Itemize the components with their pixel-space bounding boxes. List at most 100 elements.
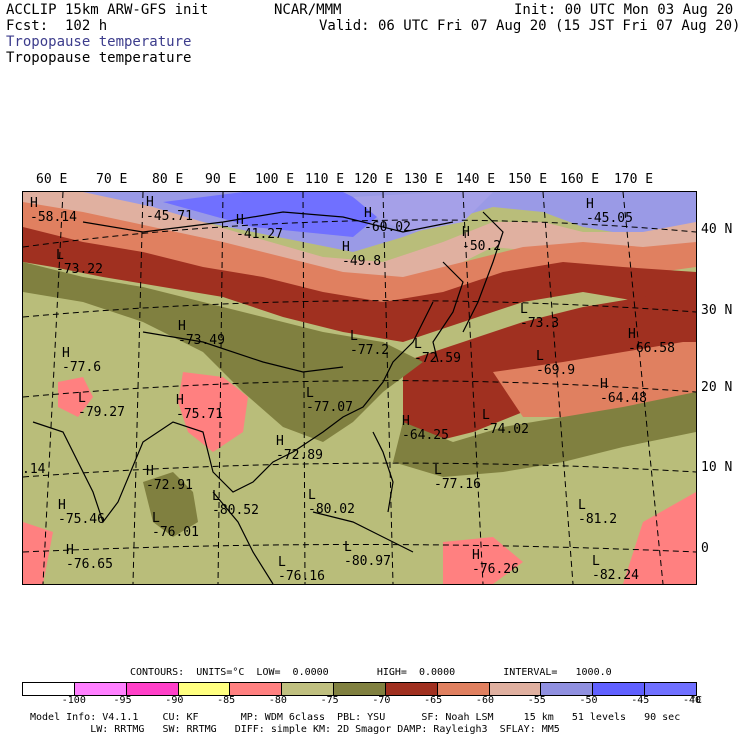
center-value: -50.2 bbox=[462, 239, 502, 254]
model-info-line2: LW: RRTMG SW: RRTMG DIFF: simple KM: 2D … bbox=[30, 724, 560, 735]
contour-info: CONTOURS: UNITS=°C LOW= 0.0000 HIGH= 0.0… bbox=[130, 667, 612, 678]
center-value: -73.49 bbox=[178, 333, 225, 348]
pressure-center: L -77.07 bbox=[306, 387, 353, 415]
field-label-shaded: Tropopause temperature bbox=[6, 34, 192, 50]
pressure-center: H -77.6 bbox=[62, 347, 101, 375]
pressure-center: L -72.59 bbox=[414, 338, 461, 366]
high-marker: H bbox=[146, 464, 154, 479]
colorbar-tick: -40 bbox=[683, 695, 702, 706]
colorbar-tick: -85 bbox=[217, 695, 236, 706]
pressure-center: H -45.05 bbox=[586, 198, 633, 226]
lat-label: 10 N bbox=[701, 460, 733, 475]
low-marker: L bbox=[308, 488, 316, 503]
center-value: -80.52 bbox=[212, 503, 259, 518]
band-salmon-east bbox=[493, 342, 696, 417]
pressure-center: H -58.14 bbox=[30, 197, 77, 225]
center-value: -72.91 bbox=[146, 478, 193, 493]
low-marker: L bbox=[520, 302, 528, 317]
colorbar bbox=[22, 682, 697, 696]
patch-pink-himalaya bbox=[178, 372, 248, 452]
center-value: -82.24 bbox=[592, 568, 639, 583]
pressure-center: L -73.22 bbox=[56, 249, 103, 277]
lon-label: 170 E bbox=[614, 172, 654, 187]
center-value: -72.89 bbox=[276, 448, 323, 463]
pressure-center: L -82.24 bbox=[592, 555, 639, 583]
center-value: -75.46 bbox=[58, 512, 105, 527]
lat-label: 30 N bbox=[701, 303, 733, 318]
colorbar-swatch bbox=[489, 683, 542, 695]
center-value: -73.22 bbox=[56, 262, 103, 277]
pressure-center: L -77.2 bbox=[350, 330, 389, 358]
lon-label: 150 E bbox=[508, 172, 548, 187]
graticule bbox=[23, 192, 696, 584]
field-label-contour: Tropopause temperature bbox=[6, 50, 192, 66]
pressure-center: L -77.16 bbox=[434, 464, 481, 492]
pressure-center: H -49.8 bbox=[342, 241, 381, 269]
valid-time: Valid: 06 UTC Fri 07 Aug 20 (15 JST Fri … bbox=[319, 18, 740, 34]
band-salmon bbox=[23, 202, 696, 307]
center-value: -77.6 bbox=[62, 360, 102, 375]
lon-label: 60 E bbox=[36, 172, 68, 187]
lon-label: 100 E bbox=[255, 172, 295, 187]
pressure-center: L -80.97 bbox=[344, 541, 391, 569]
colorbar-tick: -75 bbox=[320, 695, 339, 706]
pressure-center: .14 bbox=[22, 463, 45, 477]
center-value: -76.26 bbox=[472, 562, 519, 577]
colorbar-swatch bbox=[593, 683, 646, 695]
pressure-center: L -80.52 bbox=[212, 490, 259, 518]
pressure-center: H -64.25 bbox=[402, 415, 449, 443]
low-marker: L bbox=[152, 511, 160, 526]
patch-pink-west bbox=[23, 522, 53, 584]
init-time: Init: 00 UTC Mon 03 Aug 20 bbox=[514, 2, 734, 18]
pressure-center: H -45.71 bbox=[146, 196, 193, 224]
lon-label: 140 E bbox=[456, 172, 496, 187]
center-value: -80.02 bbox=[308, 502, 355, 517]
high-marker: H bbox=[58, 498, 66, 513]
pressure-center: H -50.2 bbox=[462, 226, 501, 254]
lon-label: 130 E bbox=[404, 172, 444, 187]
high-marker: H bbox=[62, 346, 70, 361]
colorbar-swatch bbox=[541, 683, 594, 695]
low-marker: L bbox=[78, 391, 86, 406]
patch-pink-southeast bbox=[623, 492, 696, 584]
high-marker: H bbox=[462, 225, 470, 240]
high-marker: H bbox=[30, 196, 38, 211]
coastlines bbox=[32, 211, 504, 584]
low-marker: L bbox=[592, 554, 600, 569]
low-marker: L bbox=[414, 337, 422, 352]
colorbar-tick: -70 bbox=[372, 695, 391, 706]
center-value: -41.27 bbox=[236, 227, 283, 242]
high-marker: H bbox=[342, 240, 350, 255]
pressure-center: H -60.02 bbox=[364, 207, 411, 235]
low-marker: L bbox=[306, 386, 314, 401]
patch-pink-south bbox=[443, 537, 523, 584]
pressure-center: L -80.02 bbox=[308, 489, 355, 517]
colorbar-tick: -60 bbox=[475, 695, 494, 706]
colorbar-swatch bbox=[282, 683, 335, 695]
band-dark-olive bbox=[23, 262, 423, 442]
colorbar-tick: -95 bbox=[113, 695, 132, 706]
pressure-center: L -69.9 bbox=[536, 350, 575, 378]
pressure-center: H -72.89 bbox=[276, 435, 323, 463]
pressure-center: L -76.16 bbox=[278, 556, 325, 584]
center-value: -49.8 bbox=[342, 254, 382, 269]
pressure-center: L -81.2 bbox=[578, 499, 617, 527]
center-value: -77.2 bbox=[350, 343, 390, 358]
pressure-center: L -76.01 bbox=[152, 512, 199, 540]
colorbar-swatch bbox=[437, 683, 490, 695]
lon-label: 70 E bbox=[96, 172, 128, 187]
high-marker: H bbox=[66, 543, 74, 558]
colorbar-swatch bbox=[230, 683, 283, 695]
center-value: -66.58 bbox=[628, 341, 675, 356]
patch-olive-indochina bbox=[143, 472, 198, 537]
colorbar-swatch bbox=[23, 683, 75, 695]
low-marker: L bbox=[482, 408, 490, 423]
lat-label: 20 N bbox=[701, 380, 733, 395]
map-panel bbox=[22, 191, 697, 585]
lon-label: 160 E bbox=[560, 172, 600, 187]
high-marker: H bbox=[236, 213, 244, 228]
band-blue bbox=[163, 192, 383, 237]
low-marker: L bbox=[350, 329, 358, 344]
band-dark-olive-east bbox=[393, 392, 696, 477]
center-value: -60.02 bbox=[364, 220, 411, 235]
